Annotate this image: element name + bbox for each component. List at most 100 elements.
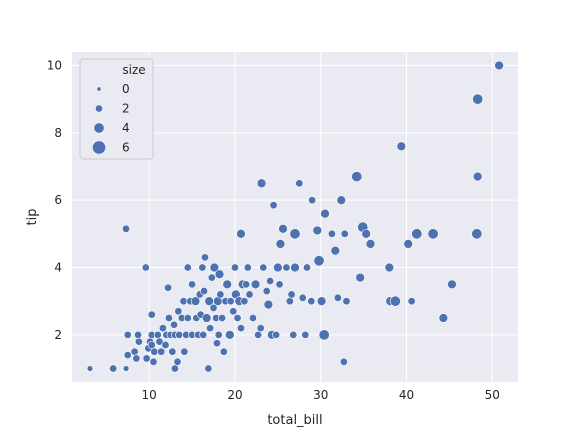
data-point xyxy=(214,269,225,279)
x-axis-ticks: 10 20 30 40 50 xyxy=(142,388,500,402)
y-axis-ticks: 2 4 6 8 10 xyxy=(47,58,62,341)
data-point xyxy=(199,330,208,339)
data-point xyxy=(155,337,164,346)
data-point xyxy=(149,357,158,366)
data-point xyxy=(236,229,246,239)
data-point xyxy=(269,201,278,210)
data-point xyxy=(361,229,371,239)
legend-label: 4 xyxy=(122,121,130,135)
data-point xyxy=(250,279,261,290)
data-point xyxy=(248,314,257,323)
legend-label: 0 xyxy=(122,82,130,96)
data-point xyxy=(254,330,263,339)
data-point xyxy=(242,280,251,289)
data-point xyxy=(316,296,327,306)
legend-label: 6 xyxy=(122,141,130,155)
legend-title: size xyxy=(122,63,145,77)
data-point xyxy=(351,171,363,183)
data-point xyxy=(153,330,162,339)
data-point xyxy=(262,287,271,296)
data-point xyxy=(396,141,407,152)
data-point xyxy=(173,357,182,366)
data-point xyxy=(327,229,336,238)
legend: size 0 2 4 6 xyxy=(79,58,154,160)
data-point xyxy=(175,330,184,339)
data-point xyxy=(161,340,170,349)
data-point xyxy=(278,224,288,234)
legend-marker xyxy=(95,104,104,113)
data-point xyxy=(230,263,239,272)
legend-box xyxy=(79,58,154,160)
data-point xyxy=(273,262,283,273)
data-point xyxy=(216,290,225,299)
data-point xyxy=(295,179,304,188)
data-point xyxy=(355,272,365,283)
data-point xyxy=(389,295,401,307)
data-point xyxy=(407,297,416,306)
data-point xyxy=(174,307,183,316)
data-point xyxy=(142,354,151,363)
y-tick-label: 8 xyxy=(54,126,62,140)
data-point xyxy=(275,239,286,249)
data-point xyxy=(318,329,330,341)
data-point xyxy=(200,253,209,262)
data-point xyxy=(204,364,213,373)
data-point xyxy=(308,196,317,205)
data-point xyxy=(472,93,484,105)
y-tick-label: 4 xyxy=(54,261,62,275)
data-point xyxy=(313,255,325,267)
data-point xyxy=(201,313,212,323)
data-point xyxy=(301,330,310,339)
data-points xyxy=(86,60,504,373)
data-point xyxy=(365,239,376,249)
data-point xyxy=(411,228,423,240)
data-point xyxy=(427,228,439,240)
data-point xyxy=(266,276,275,285)
legend-entries: 0 2 4 6 xyxy=(92,82,130,155)
data-point xyxy=(170,320,179,329)
data-point xyxy=(141,263,150,272)
data-point xyxy=(243,263,252,272)
data-point xyxy=(289,228,301,240)
data-point xyxy=(170,364,179,373)
data-point xyxy=(147,310,156,319)
data-point xyxy=(123,351,132,360)
x-tick-label: 30 xyxy=(313,388,328,402)
data-point xyxy=(226,297,235,306)
data-point xyxy=(447,279,457,290)
y-axis-label: tip xyxy=(25,209,40,226)
data-point xyxy=(330,245,341,256)
data-point xyxy=(150,347,159,356)
data-point xyxy=(233,314,242,323)
data-point xyxy=(122,365,130,372)
data-point xyxy=(307,297,316,306)
data-point xyxy=(256,178,267,189)
data-point xyxy=(229,307,238,316)
data-point xyxy=(198,263,207,272)
data-point xyxy=(122,224,131,233)
y-tick-label: 2 xyxy=(54,328,62,342)
data-point xyxy=(285,297,294,306)
data-point xyxy=(183,314,192,323)
data-point xyxy=(180,347,189,356)
legend-marker xyxy=(92,140,107,155)
data-point xyxy=(339,357,348,366)
data-point xyxy=(320,208,330,219)
data-point xyxy=(256,324,265,333)
data-point xyxy=(168,347,177,356)
data-point xyxy=(179,297,188,306)
data-point xyxy=(472,171,483,182)
data-point xyxy=(200,287,209,296)
data-point xyxy=(494,60,504,71)
data-point xyxy=(164,283,173,292)
data-point xyxy=(245,290,254,299)
data-point xyxy=(222,279,232,290)
data-point xyxy=(240,297,249,306)
data-point xyxy=(225,330,235,340)
data-point xyxy=(236,324,245,333)
x-tick-label: 10 xyxy=(142,388,157,402)
x-axis-label: total_bill xyxy=(267,413,322,428)
data-point xyxy=(333,293,342,302)
data-point xyxy=(290,262,300,273)
